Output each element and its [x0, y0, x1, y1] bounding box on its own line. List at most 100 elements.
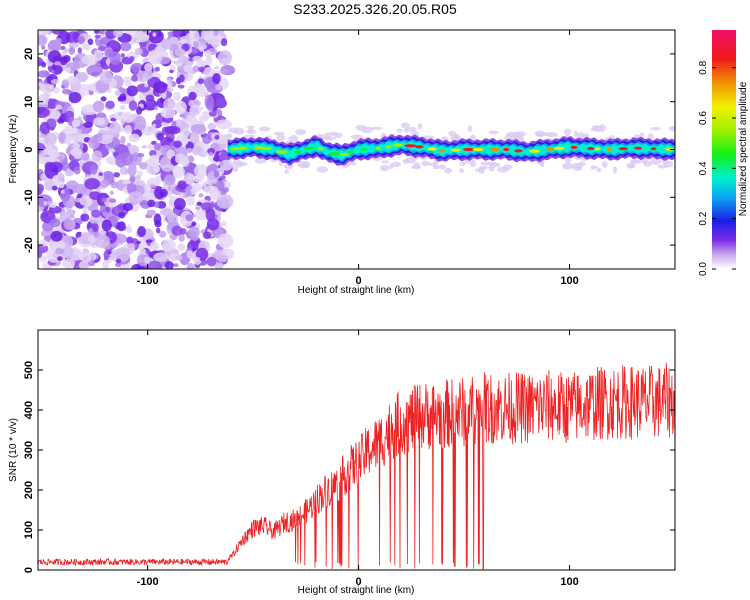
noise-speckle	[136, 106, 143, 115]
noise-speckle	[191, 48, 199, 54]
noise-speckle	[84, 43, 91, 51]
noise-speckle	[45, 144, 55, 155]
band-halo	[596, 167, 602, 173]
noise-speckle	[161, 239, 176, 252]
noise-speckle	[67, 75, 77, 85]
noise-speckle	[77, 47, 83, 54]
noise-speckle	[190, 187, 197, 195]
noise-speckle	[119, 93, 127, 101]
spectrogram-x-tick-label: 0	[356, 275, 362, 287]
colorbar-label: Normalized spectral amplitude	[738, 81, 749, 216]
noise-speckle	[124, 125, 132, 134]
noise-speckle	[196, 59, 207, 69]
noise-speckle	[220, 68, 228, 74]
noise-speckle	[110, 181, 119, 189]
noise-speckle	[122, 180, 130, 185]
noise-speckle	[61, 88, 71, 95]
noise-speckle	[195, 206, 201, 211]
noise-speckle	[134, 48, 143, 56]
noise-speckle	[44, 132, 57, 147]
band-hotspot	[294, 150, 301, 154]
noise-speckle	[171, 225, 183, 236]
noise-speckle	[177, 180, 187, 190]
noise-speckle	[206, 218, 220, 231]
noise-speckle	[147, 199, 156, 208]
noise-speckle	[197, 78, 205, 84]
noise-speckle	[68, 92, 82, 104]
noise-speckle	[148, 30, 164, 44]
noise-speckle	[41, 45, 46, 50]
band-hotspot	[427, 147, 437, 151]
noise-speckle	[101, 219, 112, 232]
band-halo	[459, 168, 464, 174]
noise-speckle	[105, 100, 115, 110]
noise-speckle	[216, 194, 234, 209]
band-halo	[323, 132, 332, 139]
band-hotspot	[546, 147, 554, 151]
noise-speckle	[94, 30, 100, 34]
band-halo	[276, 134, 286, 141]
band-hotspot	[360, 147, 367, 151]
noise-speckle	[99, 70, 113, 85]
snr-y-axis-label: SNR (10 * v/v)	[8, 418, 19, 482]
noise-speckle	[216, 254, 229, 263]
band-halo	[417, 123, 423, 130]
band-halo	[516, 131, 526, 137]
colorbar-tick-label: 0.4	[698, 161, 709, 175]
band-halo	[486, 161, 497, 166]
noise-speckle	[38, 250, 43, 258]
noise-speckle	[94, 34, 101, 39]
noise-speckle	[156, 132, 164, 141]
noise-speckle	[73, 166, 81, 175]
noise-speckle	[167, 87, 174, 92]
band-halo	[246, 125, 255, 129]
band-halo	[243, 134, 256, 138]
noise-speckle	[177, 84, 185, 89]
band-hotspot	[570, 145, 578, 149]
noise-speckle	[171, 120, 177, 127]
noise-speckle	[160, 38, 172, 50]
noise-speckle	[215, 84, 223, 91]
noise-speckle	[57, 175, 64, 182]
colorbar-tick-label: 0.8	[698, 60, 709, 74]
spectrogram-signal-band	[225, 122, 675, 174]
noise-speckle	[60, 190, 65, 194]
noise-speckle	[126, 183, 137, 194]
colorbar-tick-label: 0.6	[698, 111, 709, 125]
noise-speckle	[77, 128, 82, 134]
noise-speckle	[177, 55, 189, 65]
noise-speckle	[107, 250, 112, 255]
noise-speckle	[186, 195, 196, 206]
band-hotspot	[385, 145, 392, 149]
noise-speckle	[94, 234, 110, 249]
noise-speckle	[115, 258, 122, 264]
snr-x-tick-label: 0	[356, 576, 362, 588]
noise-speckle	[146, 195, 150, 200]
spectrogram-x-axis-label: Height of straight line (km)	[298, 285, 415, 296]
noise-speckle	[134, 175, 141, 181]
band-halo	[488, 130, 499, 135]
band-hotspot	[328, 152, 341, 156]
band-hotspot	[303, 146, 315, 150]
band-halo	[391, 161, 401, 167]
band-halo	[402, 159, 410, 164]
spectrogram-y-tick-label: 10	[23, 96, 35, 108]
band-hotspot	[317, 146, 324, 151]
band-halo	[381, 160, 390, 164]
noise-speckle	[113, 172, 121, 178]
noise-speckle	[193, 174, 204, 183]
band-halo	[400, 122, 410, 129]
noise-speckle	[84, 178, 101, 190]
noise-speckle	[120, 135, 126, 145]
noise-speckle	[144, 256, 151, 264]
noise-speckle	[160, 108, 176, 119]
noise-speckle	[38, 106, 50, 118]
noise-speckle	[64, 137, 71, 145]
noise-speckle	[113, 111, 127, 121]
noise-speckle	[191, 221, 197, 227]
noise-speckle	[65, 31, 81, 44]
noise-speckle	[48, 205, 62, 214]
noise-speckle	[86, 64, 103, 77]
band-hotspot	[650, 147, 657, 151]
noise-speckle	[136, 170, 144, 177]
